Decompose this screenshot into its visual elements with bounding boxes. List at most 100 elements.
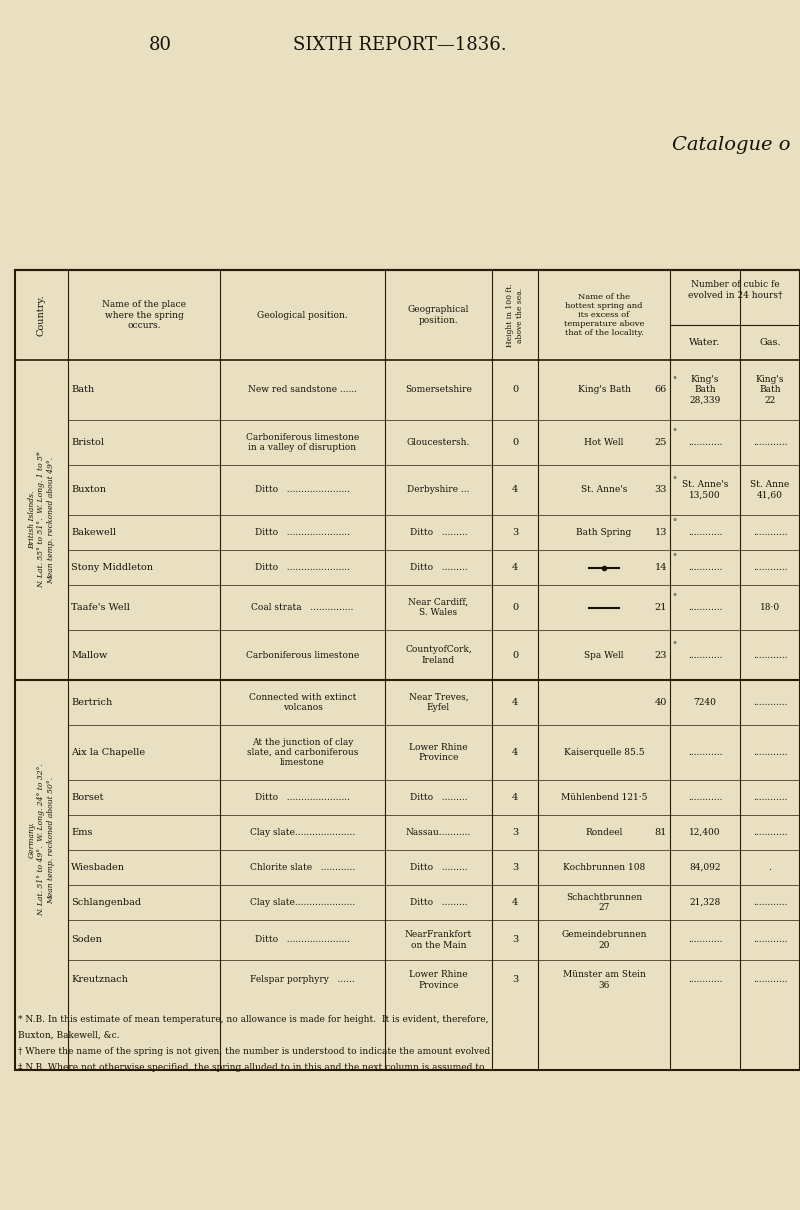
Text: Ditto   .........: Ditto .........	[410, 528, 467, 537]
Text: Aix la Chapelle: Aix la Chapelle	[71, 748, 145, 757]
Text: 4: 4	[512, 485, 518, 495]
Text: Geological position.: Geological position.	[257, 311, 348, 319]
Text: Number of cubic fe
evolved in 24 hours†: Number of cubic fe evolved in 24 hours†	[688, 281, 782, 300]
Text: 7240: 7240	[694, 698, 717, 707]
Text: ‡ N.B. Where not otherwise specified, the spring alluded to in this and the next: ‡ N.B. Where not otherwise specified, th…	[18, 1064, 485, 1072]
Text: Ditto   ......................: Ditto ......................	[255, 563, 350, 572]
Text: 4: 4	[512, 698, 518, 707]
Text: * N.B. In this estimate of mean temperature, no allowance is made for height.  I: * N.B. In this estimate of mean temperat…	[18, 1015, 489, 1024]
Text: Hot Well: Hot Well	[584, 438, 624, 446]
Text: Soden: Soden	[71, 935, 102, 945]
Text: 4: 4	[512, 793, 518, 802]
Text: ............: ............	[753, 828, 787, 837]
Text: Nassau...........: Nassau...........	[406, 828, 471, 837]
Text: 21: 21	[654, 603, 667, 612]
Text: Carboniferous limestone: Carboniferous limestone	[246, 651, 359, 659]
Text: ............: ............	[753, 898, 787, 908]
Text: °: °	[672, 428, 676, 437]
Text: 13: 13	[654, 528, 667, 537]
Text: Kreutznach: Kreutznach	[71, 975, 128, 985]
Text: NearFrankfort
on the Main: NearFrankfort on the Main	[405, 930, 472, 950]
Text: Ditto   ......................: Ditto ......................	[255, 528, 350, 537]
Text: Wiesbaden: Wiesbaden	[71, 863, 125, 872]
Text: St. Anne's
13,500: St. Anne's 13,500	[682, 480, 728, 500]
Text: Schlangenbad: Schlangenbad	[71, 898, 141, 908]
Text: ............: ............	[688, 528, 722, 537]
Text: Somersetshire: Somersetshire	[405, 386, 472, 394]
Text: St. Anne
41,60: St. Anne 41,60	[750, 480, 790, 500]
Text: 4: 4	[512, 748, 518, 757]
Text: Ditto   .........: Ditto .........	[410, 793, 467, 802]
Text: Lower Rhine
Province: Lower Rhine Province	[409, 970, 468, 990]
Text: King's Bath: King's Bath	[578, 386, 630, 394]
Text: SIXTH REPORT—1836.: SIXTH REPORT—1836.	[293, 36, 507, 54]
Text: 23: 23	[654, 651, 667, 659]
Text: 0: 0	[512, 651, 518, 659]
Text: Bakewell: Bakewell	[71, 528, 116, 537]
Text: British Islands.
N. Lat. 55° to 51°.  W. Long. 1 to 5*
Mean temp. reckoned about: British Islands. N. Lat. 55° to 51°. W. …	[28, 451, 54, 588]
Text: Stony Middleton: Stony Middleton	[71, 563, 153, 572]
Text: °: °	[672, 553, 676, 561]
Text: Clay slate.....................: Clay slate.....................	[250, 898, 355, 908]
Text: ............: ............	[753, 698, 787, 707]
Text: Mühlenbend 121·5: Mühlenbend 121·5	[561, 793, 647, 802]
Text: ............: ............	[688, 748, 722, 757]
Text: Bath: Bath	[71, 386, 94, 394]
Text: Ditto   ......................: Ditto ......................	[255, 793, 350, 802]
Text: 0: 0	[512, 438, 518, 446]
Text: 3: 3	[512, 975, 518, 985]
Text: Spa Well: Spa Well	[584, 651, 624, 659]
Text: 0: 0	[512, 603, 518, 612]
Text: Borset: Borset	[71, 793, 103, 802]
Text: Ditto   ......................: Ditto ......................	[255, 485, 350, 495]
Text: Gemeindebrunnen
20: Gemeindebrunnen 20	[562, 930, 646, 950]
Text: Bath Spring: Bath Spring	[576, 528, 632, 537]
Text: ............: ............	[688, 651, 722, 659]
Text: Mallow: Mallow	[71, 651, 107, 659]
Text: St. Anne's: St. Anne's	[581, 485, 627, 495]
Text: Height in 100 ft.
above the sea.: Height in 100 ft. above the sea.	[506, 283, 524, 347]
Text: Catalogue o: Catalogue o	[671, 136, 790, 154]
Text: °: °	[672, 641, 676, 649]
Text: °: °	[672, 519, 676, 526]
Text: 3: 3	[512, 863, 518, 872]
Text: ............: ............	[688, 935, 722, 945]
Text: Buxton: Buxton	[71, 485, 106, 495]
Text: Münster am Stein
36: Münster am Stein 36	[562, 970, 646, 990]
Text: Germany.
N. Lat. 51° to 49°.  W. Long. 24° to 32°.
Mean temp. reckoned about 50°: Germany. N. Lat. 51° to 49°. W. Long. 24…	[28, 764, 54, 916]
Text: ............: ............	[688, 438, 722, 446]
Text: ............: ............	[753, 975, 787, 985]
Text: Kochbrunnen 108: Kochbrunnen 108	[563, 863, 645, 872]
Text: 84,092: 84,092	[690, 863, 721, 872]
Text: .: .	[769, 863, 771, 872]
Text: Buxton, Bakewell, &c.: Buxton, Bakewell, &c.	[18, 1031, 120, 1041]
Text: ............: ............	[753, 793, 787, 802]
Text: 80: 80	[149, 36, 171, 54]
Text: At the junction of clay
slate, and carboniferous
limestone: At the junction of clay slate, and carbo…	[247, 738, 358, 767]
Text: Gas.: Gas.	[759, 338, 781, 347]
Text: Ditto   .........: Ditto .........	[410, 898, 467, 908]
Text: Connected with extinct
volcanos: Connected with extinct volcanos	[249, 693, 356, 713]
Text: Near Treves,
Eyfel: Near Treves, Eyfel	[409, 693, 468, 713]
Text: ............: ............	[753, 563, 787, 572]
Text: † Where the name of the spring is not given, the number is understood to indicat: † Where the name of the spring is not gi…	[18, 1047, 490, 1056]
Text: 4: 4	[512, 563, 518, 572]
Text: 40: 40	[654, 698, 667, 707]
Text: Near Cardiff,
S. Wales: Near Cardiff, S. Wales	[409, 598, 469, 617]
Text: Carboniferous limestone
in a valley of disruption: Carboniferous limestone in a valley of d…	[246, 433, 359, 453]
Text: Rondeel: Rondeel	[586, 828, 622, 837]
Text: 3: 3	[512, 828, 518, 837]
Text: Bertrich: Bertrich	[71, 698, 112, 707]
Text: Schachtbrunnen
27: Schachtbrunnen 27	[566, 893, 642, 912]
Text: 33: 33	[654, 485, 667, 495]
Text: Ditto   .........: Ditto .........	[410, 563, 467, 572]
Text: 21,328: 21,328	[690, 898, 721, 908]
Text: Gloucestersh.: Gloucestersh.	[407, 438, 470, 446]
Text: Coal strata   ...............: Coal strata ...............	[251, 603, 354, 612]
Text: °: °	[672, 476, 676, 484]
Text: Name of the place
where the spring
occurs.: Name of the place where the spring occur…	[102, 300, 186, 330]
Text: ............: ............	[753, 651, 787, 659]
Text: New red sandstone ......: New red sandstone ......	[248, 386, 357, 394]
Text: King's
Bath
28,339: King's Bath 28,339	[690, 375, 721, 405]
Text: ............: ............	[753, 528, 787, 537]
